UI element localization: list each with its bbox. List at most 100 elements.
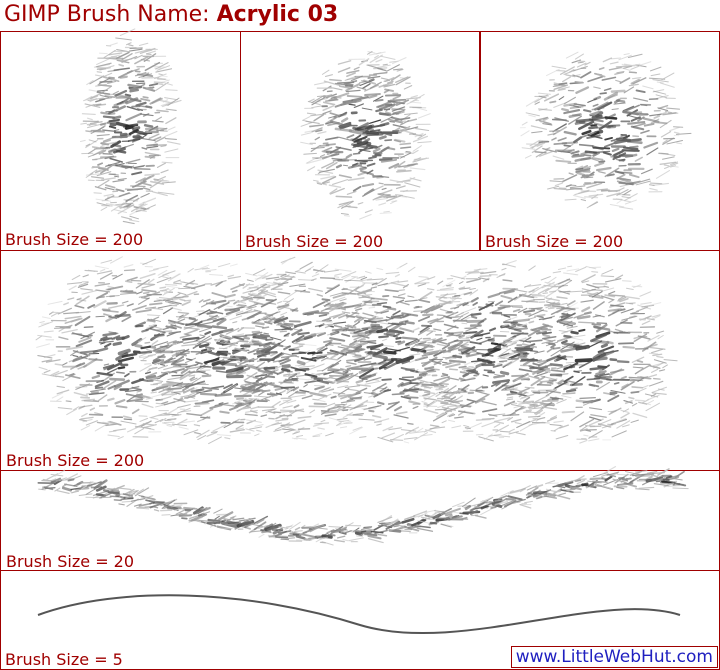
site-link[interactable]: www.LittleWebHut.com [510,646,718,668]
brush-dab [195,506,211,515]
brush-dab [523,309,536,314]
brush-dab [515,377,530,381]
brush-dab [662,156,675,160]
brush-dab [162,388,169,392]
brush-dab [39,321,45,324]
brush-dab [458,286,466,290]
brush-dab [565,51,579,59]
brush-dab [250,406,260,410]
brush-dab [374,98,384,102]
brush-dab [640,168,653,175]
brush-dab [432,513,442,520]
brush-dab [257,316,266,322]
brush-dab [190,377,198,382]
brush-dab [412,510,428,517]
brush-dab [507,351,519,355]
brush-dab [312,423,323,427]
brush-dab [72,349,88,356]
brush-dab [98,394,108,402]
brush-dab [196,326,203,329]
brush-dab [595,381,610,391]
brush-dab [418,315,431,322]
brush-dab [276,303,290,309]
brush-dab [359,166,367,171]
brush-dab [542,335,557,340]
brush-dab [633,333,648,343]
brush-dab [623,53,630,56]
brush-dab [525,98,540,107]
brush-dab [394,273,401,278]
brush-dab [323,269,339,273]
brush-dab [327,332,338,336]
brush-dab [405,150,411,153]
brush-dab [618,171,633,174]
brush-dab [96,171,112,177]
brush-dab [108,118,121,123]
brush-dab [556,296,568,300]
brush-dab [198,337,212,346]
brush-dab [426,331,433,336]
brush-dab [655,95,669,100]
brush-dab [351,289,358,293]
brush-dab [618,181,634,186]
brush-dab [387,307,397,311]
brush-dab [407,266,416,273]
brush-dab [322,101,336,106]
brush-dab [235,402,243,407]
brush-dab [623,65,633,69]
brush-dab [188,370,206,374]
brush-dab [527,405,536,409]
brush-dab [530,307,543,310]
brush-dab [113,209,127,213]
brush-dab [43,369,51,374]
brush-dab [588,295,604,299]
brush-dab [110,256,123,264]
brush-dab [326,351,339,356]
brush-dab [306,112,317,115]
brush-dab [290,308,299,312]
brush-dab [424,367,440,371]
brush-dab [561,328,574,334]
brush-dab [569,69,575,73]
brush-dab [314,384,326,387]
brush-dab [346,72,356,78]
brush-dab [503,500,517,508]
brush-dab [262,317,271,321]
brush-dab [99,52,108,55]
brush-dab [108,125,117,129]
brush-dab [254,433,260,437]
brush-dab [538,317,553,321]
brush-dab [41,316,51,320]
brush-dab [554,381,568,389]
brush-dab [592,103,599,107]
brush-dab [345,315,356,318]
brush-dab [652,79,669,83]
brush-dab [445,363,461,369]
brush-dab [189,376,196,381]
brush-dab [336,422,342,427]
brush-dab [535,495,543,500]
brush-dab [615,198,632,203]
brush-dab [624,477,632,481]
brush-dab [174,318,186,324]
brush-dab [227,274,235,278]
brush-dab [333,321,347,325]
brush-dab [128,128,139,136]
brush-dab [632,473,647,477]
brush-dab [334,276,340,278]
brush-dab [555,69,566,72]
brush-dab [107,80,117,84]
brush-dab [397,340,406,346]
brush-dab [368,306,376,309]
brush-dab [650,348,664,354]
brush-dab [372,175,390,178]
brush-dab [393,333,400,337]
brush-dab [526,293,532,298]
brush-dab [584,425,596,427]
brush-dab [120,420,137,425]
brush-dab [443,514,453,521]
brush-dab [669,126,680,132]
brush-dab [332,403,348,413]
brush-dab [80,425,91,431]
brush-dab [134,487,150,497]
